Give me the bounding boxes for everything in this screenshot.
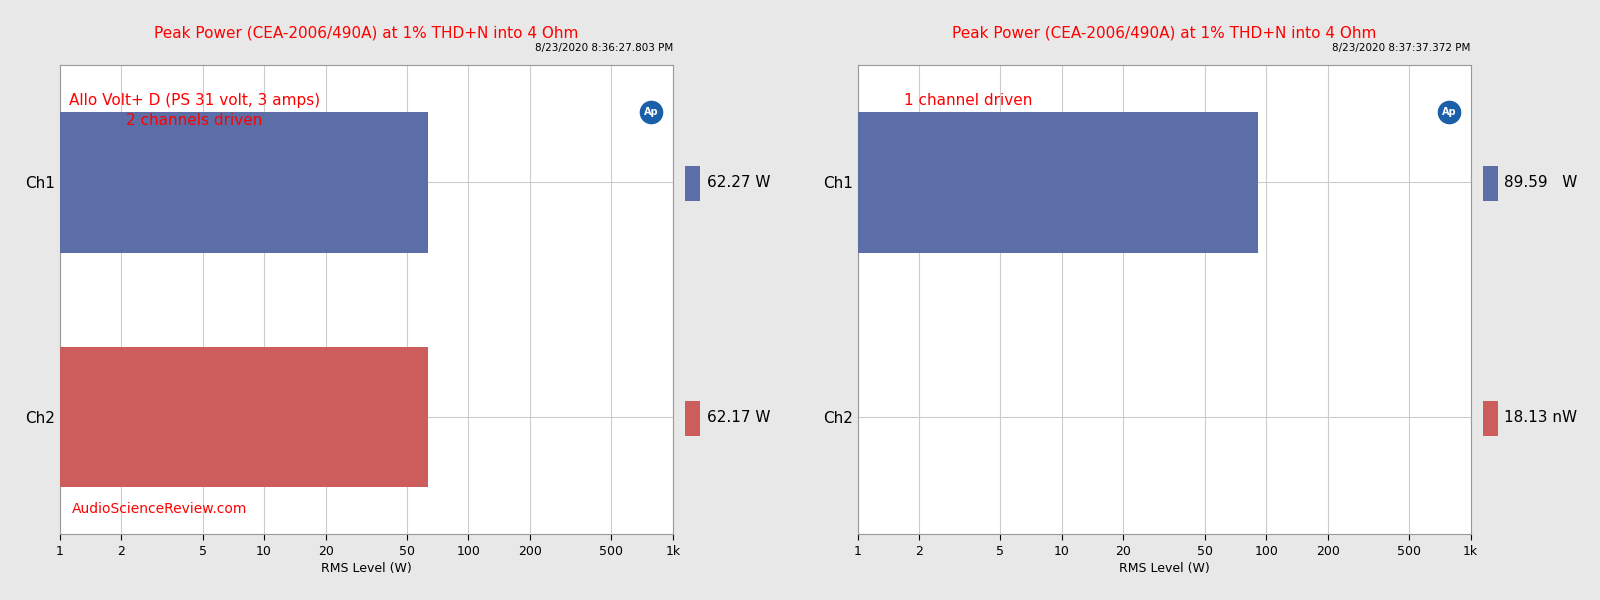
Text: Ap: Ap [645, 107, 659, 117]
Text: 89.59   W: 89.59 W [1504, 175, 1578, 190]
Text: 62.17 W: 62.17 W [707, 410, 770, 425]
Text: AudioScienceReview.com: AudioScienceReview.com [72, 502, 248, 515]
Bar [1483, 166, 1498, 201]
Text: Allo Volt+ D (PS 31 volt, 3 amps)
2 channels driven: Allo Volt+ D (PS 31 volt, 3 amps) 2 chan… [69, 93, 320, 128]
X-axis label: RMS Level (W): RMS Level (W) [1118, 562, 1210, 575]
Bar [1483, 401, 1498, 436]
X-axis label: RMS Level (W): RMS Level (W) [322, 562, 411, 575]
Text: Ap: Ap [1442, 107, 1456, 117]
Bar [685, 401, 701, 436]
Text: 8/23/2020 8:37:37.372 PM: 8/23/2020 8:37:37.372 PM [1333, 43, 1470, 53]
Title: Peak Power (CEA-2006/490A) at 1% THD+N into 4 Ohm: Peak Power (CEA-2006/490A) at 1% THD+N i… [952, 25, 1376, 40]
Bar [858, 112, 1258, 253]
Title: Peak Power (CEA-2006/490A) at 1% THD+N into 4 Ohm: Peak Power (CEA-2006/490A) at 1% THD+N i… [154, 25, 579, 40]
Text: 1 channel driven: 1 channel driven [904, 93, 1032, 108]
Bar [59, 112, 427, 253]
Text: 8/23/2020 8:36:27.803 PM: 8/23/2020 8:36:27.803 PM [534, 43, 672, 53]
Bar [685, 166, 701, 201]
Text: 62.27 W: 62.27 W [707, 175, 770, 190]
Bar [59, 347, 427, 487]
Text: 18.13 nW: 18.13 nW [1504, 410, 1578, 425]
